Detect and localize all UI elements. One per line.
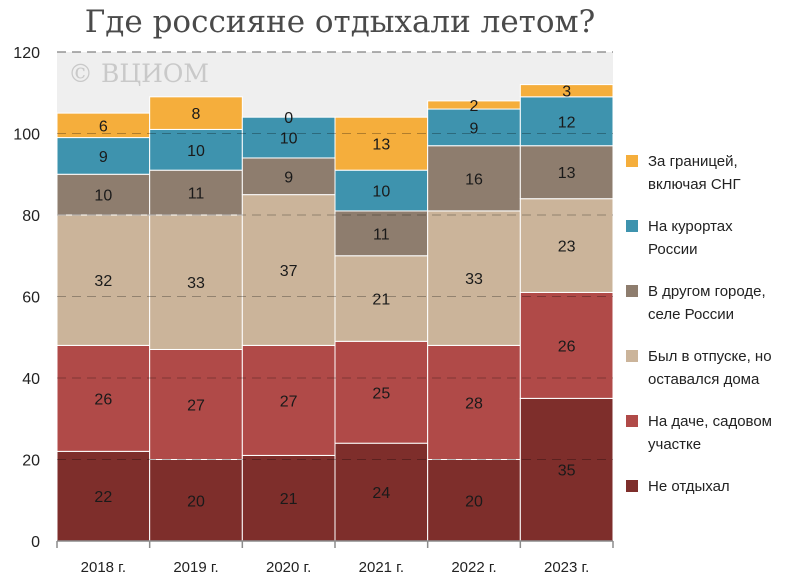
data-label: 16 <box>465 171 483 188</box>
data-label: 35 <box>558 463 576 480</box>
legend-item: На курортах России <box>626 215 796 280</box>
x-tick-label: 2023 г. <box>544 559 589 576</box>
data-label: 11 <box>373 226 390 243</box>
data-label: 6 <box>99 118 108 135</box>
data-label: 26 <box>558 338 576 355</box>
legend-label: В другом городе, селе России <box>648 283 766 323</box>
legend-swatch <box>626 220 638 232</box>
data-label: 21 <box>280 491 298 508</box>
data-label: 23 <box>558 239 576 256</box>
bar-segment <box>334 255 429 342</box>
y-tick-label: 80 <box>22 208 40 225</box>
bar-segment <box>149 96 243 130</box>
data-label: 3 <box>562 84 571 101</box>
legend-item: На даче, садовом участке <box>626 410 796 475</box>
data-label: 28 <box>465 395 483 412</box>
bar-segment <box>427 108 521 147</box>
legend-swatch <box>626 480 638 492</box>
data-label: 9 <box>284 169 293 186</box>
data-label: 20 <box>465 493 483 510</box>
legend-label: За границей, включая СНГ <box>648 153 741 193</box>
y-tick-label: 120 <box>13 45 40 62</box>
data-label: 10 <box>372 184 390 201</box>
legend: За границей, включая СНГ На курортах России… <box>626 150 796 540</box>
x-tick-label: 2018 г. <box>81 559 126 576</box>
bar-segment <box>334 442 429 542</box>
bar-segment <box>241 454 336 542</box>
bar-segment <box>241 344 336 456</box>
y-tick-label: 100 <box>13 127 40 144</box>
bar-segment <box>427 145 521 212</box>
x-tick-label: 2020 г. <box>266 559 311 576</box>
legend-item: В другом городе, селе России <box>626 280 796 345</box>
data-label: 26 <box>94 391 112 408</box>
data-label: 12 <box>558 114 576 131</box>
data-label: 13 <box>558 165 576 182</box>
x-tick-label: 2021 г. <box>359 559 404 576</box>
data-label: 32 <box>94 273 112 290</box>
grid-lines-overlay <box>57 51 613 460</box>
legend-swatch <box>626 155 638 167</box>
watermark: © ВЦИОМ <box>68 59 209 88</box>
data-label: 24 <box>372 485 390 502</box>
data-label: 2 <box>470 98 479 115</box>
data-label: 33 <box>465 271 483 288</box>
bar-segment <box>519 198 614 293</box>
legend-label: На даче, садовом участке <box>648 413 772 453</box>
data-label: 0 <box>284 110 293 127</box>
data-label: 37 <box>280 263 298 280</box>
bar-segment <box>241 116 336 159</box>
data-label: 25 <box>372 385 390 402</box>
data-label: 27 <box>280 393 298 410</box>
data-label: 13 <box>372 137 390 154</box>
legend-item: Не отдыхал <box>626 475 796 540</box>
legend-label: Был в отпуске, но оставался дома <box>648 348 772 388</box>
bar-segment <box>241 194 336 346</box>
legend-swatch <box>626 350 638 362</box>
y-tick-label: 0 <box>31 534 40 551</box>
x-tick-label: 2019 г. <box>173 559 218 576</box>
y-tick-label: 60 <box>22 290 40 307</box>
legend-item: Был в отпуске, но оставался дома <box>626 345 796 410</box>
data-label: 11 <box>188 186 205 203</box>
bar-segment <box>519 145 614 200</box>
x-tick-label: 2022 г. <box>451 559 496 576</box>
bar-segment <box>56 112 151 139</box>
data-label: 9 <box>99 149 108 166</box>
data-label: 10 <box>187 143 205 160</box>
data-label: 9 <box>470 120 479 137</box>
y-tick-label: 20 <box>22 453 40 470</box>
y-tick-label: 40 <box>22 371 40 388</box>
bar-segment <box>519 397 614 542</box>
bar-segment <box>519 84 614 98</box>
bar-segment <box>149 128 243 171</box>
bar-segment <box>56 173 151 216</box>
bars: 2226321096202733111082127379100242521111… <box>56 84 614 542</box>
data-label: 22 <box>94 489 112 506</box>
data-label: 21 <box>372 292 390 309</box>
legend-label: На курортах России <box>648 218 733 258</box>
chart-title: Где россияне отдыхали летом? <box>84 4 596 40</box>
data-label: 27 <box>187 397 205 414</box>
bar-segment <box>427 344 521 460</box>
bar-segment <box>56 450 151 542</box>
legend-swatch <box>626 285 638 297</box>
data-label: 8 <box>192 106 201 123</box>
bar-segment <box>149 214 243 350</box>
data-label: 33 <box>187 275 205 292</box>
legend-swatch <box>626 415 638 427</box>
legend-label: Не отдыхал <box>648 478 730 495</box>
data-label: 10 <box>94 188 112 205</box>
legend-item: За границей, включая СНГ <box>626 150 796 215</box>
data-label: 10 <box>280 131 298 148</box>
data-label: 20 <box>187 493 205 510</box>
